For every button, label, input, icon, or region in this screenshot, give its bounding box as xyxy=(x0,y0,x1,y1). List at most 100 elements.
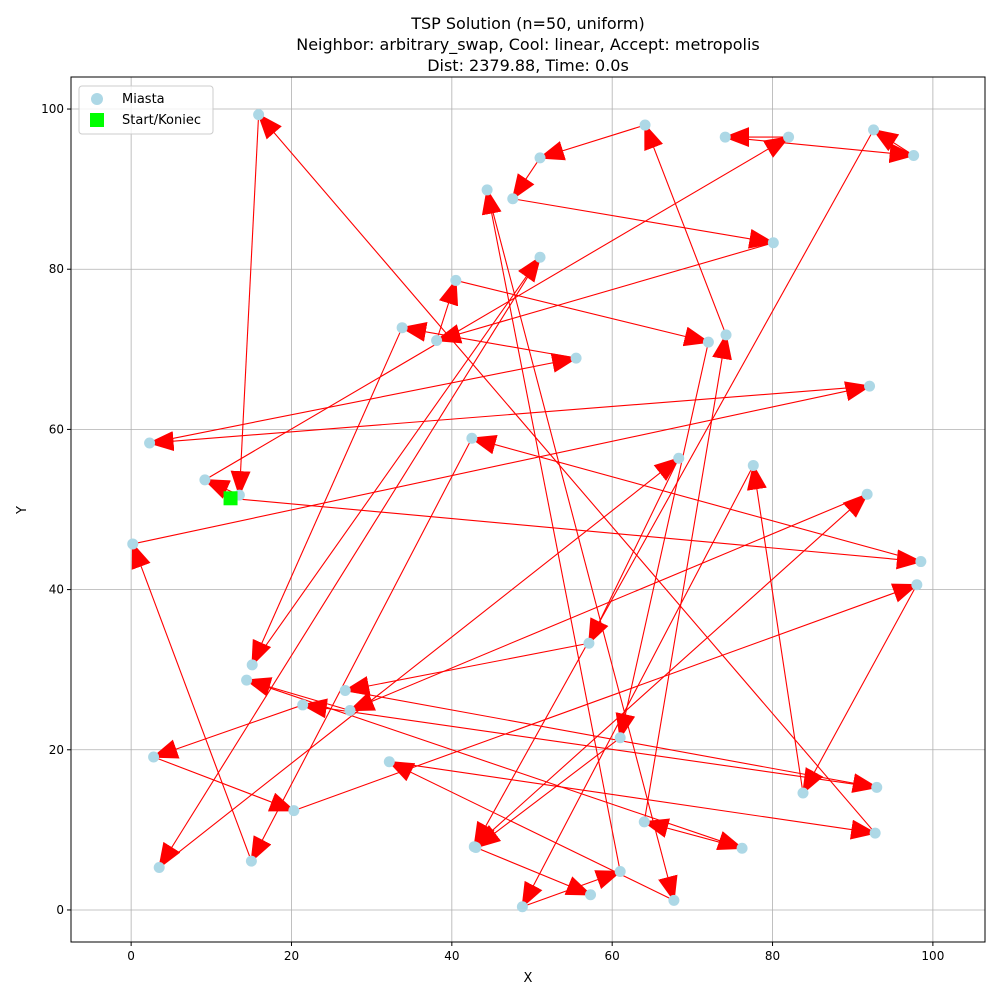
route-segment xyxy=(153,756,296,812)
city-marker xyxy=(719,131,731,143)
route-segment xyxy=(474,737,621,849)
axis-ticks: 0 20 40 60 80 100 0 20 40 60 80 100 xyxy=(41,102,944,963)
route-segment xyxy=(538,124,646,161)
legend-marker-cities xyxy=(91,93,103,105)
x-tick-label: 20 xyxy=(284,949,299,963)
route-segment xyxy=(747,463,804,794)
city-marker xyxy=(639,119,651,131)
city-marker xyxy=(614,732,626,744)
legend: Miasta Start/Koniec xyxy=(78,85,214,135)
city-marker xyxy=(797,787,809,799)
route-segment xyxy=(151,704,303,759)
route-segment xyxy=(348,493,868,712)
city-marker xyxy=(783,131,795,143)
city-marker xyxy=(245,855,257,867)
route-segment xyxy=(345,689,879,793)
city-marker xyxy=(861,488,873,500)
city-marker xyxy=(246,659,258,671)
route-segment xyxy=(642,818,743,849)
city-marker xyxy=(869,827,881,839)
route-segment xyxy=(158,457,681,868)
city-marker xyxy=(747,459,759,471)
city-marker xyxy=(127,538,139,550)
city-marker xyxy=(614,866,626,878)
city-marker xyxy=(585,889,597,901)
route-segment xyxy=(434,242,774,344)
route-segment xyxy=(455,279,711,347)
route-segment xyxy=(246,679,744,851)
route-segment xyxy=(473,492,869,848)
route-segment xyxy=(251,255,542,666)
x-axis-label: X xyxy=(524,971,533,986)
route-segment xyxy=(643,332,732,822)
route-segment xyxy=(131,542,252,862)
start-marker xyxy=(223,491,238,506)
route-segment xyxy=(725,136,916,164)
route-segment xyxy=(400,321,577,359)
route-segment xyxy=(588,458,680,646)
y-tick-label: 40 xyxy=(49,583,64,597)
y-tick-label: 100 xyxy=(41,102,64,116)
y-tick-label: 20 xyxy=(49,743,64,757)
route-segment xyxy=(475,846,593,896)
city-marker xyxy=(736,842,748,854)
city-marker xyxy=(431,335,443,347)
route-segment xyxy=(149,353,579,444)
legend-marker-start xyxy=(90,113,104,127)
city-marker xyxy=(396,322,408,334)
route-segment xyxy=(250,437,473,863)
route-segment xyxy=(481,187,621,872)
city-marker xyxy=(470,841,482,853)
route-segment xyxy=(230,497,923,570)
city-marker xyxy=(871,781,883,793)
route-segment xyxy=(522,870,623,908)
city-marker xyxy=(720,329,732,341)
city-marker xyxy=(583,637,595,649)
city-marker xyxy=(570,352,582,364)
route-segment xyxy=(257,113,876,834)
grid-lines xyxy=(71,77,985,942)
legend-box xyxy=(78,85,214,135)
city-marker xyxy=(864,380,876,392)
route-path xyxy=(131,113,923,909)
route-segment xyxy=(802,584,918,795)
city-marker xyxy=(534,152,546,164)
city-marker xyxy=(199,474,211,486)
city-marker xyxy=(516,901,528,913)
route-segment xyxy=(473,129,875,849)
route-segment xyxy=(511,157,541,201)
city-marker xyxy=(668,894,680,906)
y-tick-label: 60 xyxy=(49,422,64,436)
x-tick-label: 60 xyxy=(605,949,620,963)
city-marker xyxy=(507,193,519,205)
city-marker xyxy=(148,751,160,763)
route-segment xyxy=(871,128,914,156)
city-marker xyxy=(868,124,880,136)
route-segment xyxy=(204,136,791,481)
route-segment xyxy=(615,341,709,740)
route-segment xyxy=(147,385,870,452)
legend-label-cities: Miasta xyxy=(122,92,165,107)
plot-frame xyxy=(70,76,986,943)
city-marker xyxy=(288,805,300,817)
chart-title: TSP Solution (n=50, uniform) xyxy=(410,14,645,33)
city-marker xyxy=(673,452,685,464)
city-marker xyxy=(466,432,478,444)
route-segment xyxy=(244,677,351,712)
route-segment xyxy=(343,642,590,696)
route-segment xyxy=(521,465,754,909)
city-marker xyxy=(767,237,779,249)
route-segment xyxy=(251,327,403,667)
start-point xyxy=(223,491,238,506)
city-marker xyxy=(253,109,265,121)
city-marker xyxy=(908,149,920,161)
city-marker xyxy=(344,705,356,717)
route-segment xyxy=(300,698,877,788)
legend-label-start: Start/Koniec xyxy=(122,113,201,128)
x-tick-label: 100 xyxy=(921,949,944,963)
route-segment xyxy=(389,761,878,840)
city-marker xyxy=(297,699,309,711)
city-marker xyxy=(481,184,493,196)
y-axis-label: Y xyxy=(15,506,30,515)
